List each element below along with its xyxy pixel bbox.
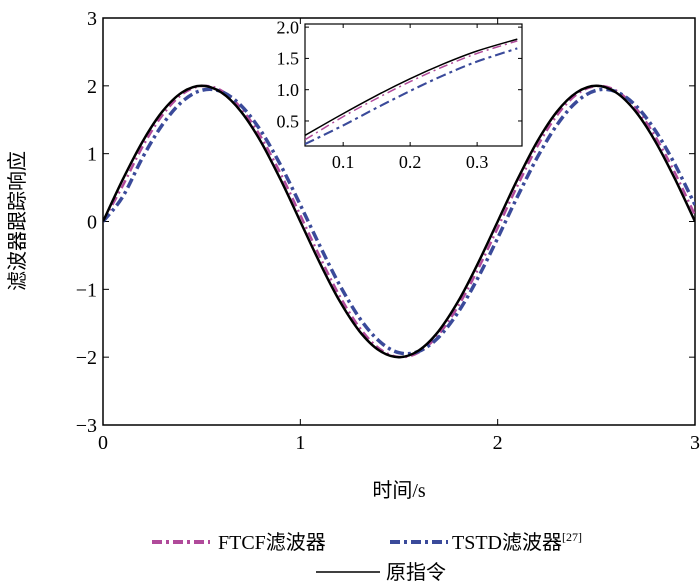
main-y-tick-label: 2 (87, 76, 97, 98)
main-series-line-1 (103, 87, 695, 356)
legend-label-tstd-ref: [27] (562, 530, 582, 544)
main-x-tick-label: 1 (295, 432, 305, 454)
main-y-tick-label: 0 (87, 212, 97, 234)
inset-series-line-2 (305, 38, 518, 137)
inset-x-tick-label: 0.3 (466, 152, 489, 172)
inset-frame (304, 23, 523, 147)
legend-label-command: 原指令 (386, 561, 446, 584)
main-x-tick-label: 0 (98, 432, 108, 454)
main-y-tick-label: −3 (76, 415, 97, 437)
inset-plot: 0.1 0.2 0.3 0.5 1.0 1.5 2.0 (277, 17, 523, 172)
inset-y-tick-label: 2.0 (277, 17, 300, 37)
legend-label-tstd: TSTD滤波器[27] (452, 530, 582, 554)
legend-label-tstd-name: TSTD滤波器 (452, 531, 562, 554)
main-y-tick-label: −1 (76, 279, 97, 301)
legend: FTCF滤波器 TSTD滤波器[27] 原指令 (152, 530, 582, 584)
inset-series-line-1 (305, 47, 518, 146)
inset-y-tick-label: 0.5 (277, 111, 300, 131)
y-axis-label: 滤波器跟踪响应 (6, 151, 29, 291)
inset-x-tick-label: 0.2 (399, 152, 422, 172)
main-y-tick-label: −2 (76, 347, 97, 369)
main-x-tick-label: 2 (493, 432, 503, 454)
inset-x-tick-label: 0.1 (332, 152, 355, 172)
main-x-tick-label: 3 (690, 432, 700, 454)
x-axis-label: 时间/s (372, 479, 426, 502)
inset-y-tick-label: 1.5 (277, 49, 300, 69)
main-series-line-2 (103, 84, 695, 359)
legend-label-ftcf: FTCF滤波器 (218, 531, 326, 554)
inset-y-tick-label: 1.0 (277, 80, 300, 100)
main-y-tick-label: 3 (87, 8, 97, 30)
inset-series-line-0 (305, 40, 518, 141)
main-y-tick-label: 1 (87, 144, 97, 166)
